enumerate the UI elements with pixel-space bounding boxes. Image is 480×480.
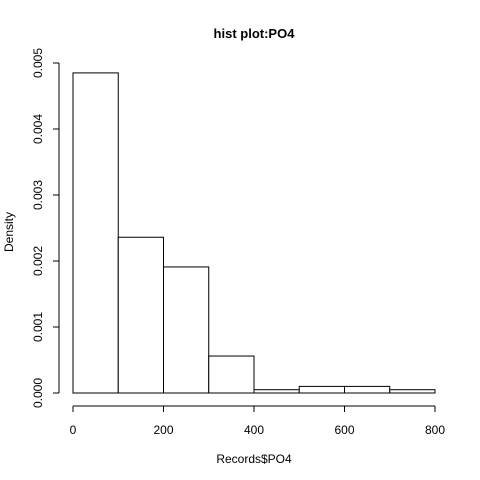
- histogram-bar: [298, 385, 345, 394]
- y-axis-label: Density: [2, 212, 16, 252]
- histogram-bar: [208, 355, 255, 394]
- histogram-bar: [253, 389, 300, 394]
- x-tick-label: 400: [244, 423, 264, 437]
- y-tick-label: 0.004: [31, 114, 45, 144]
- x-axis: 0 200 400 600 800: [70, 405, 445, 437]
- histogram-bar: [163, 266, 210, 394]
- y-tick-label: 0.003: [31, 180, 45, 210]
- histogram-bar: [344, 385, 391, 394]
- y-axis: 0.000 0.001 0.002 0.003 0.004 0.005: [31, 48, 60, 408]
- histogram-bar: [72, 72, 119, 394]
- chart-title: hist plot:PO4: [214, 26, 296, 41]
- bars-group: [72, 72, 436, 394]
- x-tick-label: 200: [153, 423, 173, 437]
- x-tick-label: 600: [334, 423, 354, 437]
- x-axis-label: Records$PO4: [216, 452, 292, 466]
- x-tick-label: 0: [70, 423, 77, 437]
- y-tick-label: 0.002: [31, 246, 45, 276]
- y-tick-label: 0.005: [31, 48, 45, 78]
- y-tick-label: 0.000: [31, 378, 45, 408]
- y-tick-label: 0.001: [31, 312, 45, 342]
- histogram-bar: [389, 389, 436, 394]
- histogram-bar: [117, 236, 164, 394]
- x-tick-label: 800: [425, 423, 445, 437]
